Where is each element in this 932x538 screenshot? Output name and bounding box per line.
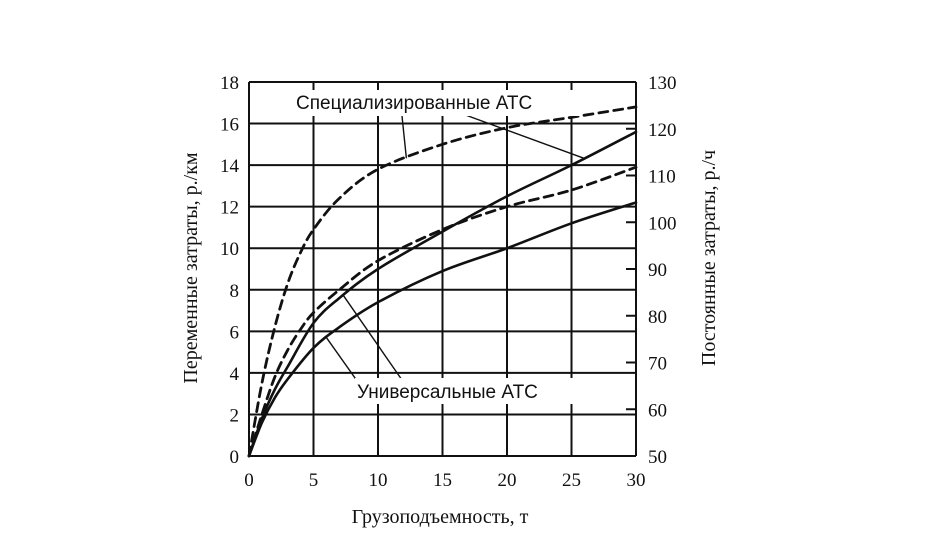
y-tick-label-left: 6 xyxy=(230,322,240,343)
y-tick-label-right: 120 xyxy=(648,120,677,141)
x-axis-title: Грузоподъемность, т xyxy=(352,506,529,528)
curves xyxy=(247,105,638,458)
y-tick-label-right: 110 xyxy=(648,167,676,188)
annotation-universal-bg xyxy=(355,378,585,404)
specialized-curve-1 xyxy=(247,105,638,458)
specialized-curve-2 xyxy=(247,165,638,458)
y-tick-label-left: 4 xyxy=(230,364,240,385)
y-axis-title-left: Переменные затраты, р./км xyxy=(180,152,202,384)
x-tick-label: 25 xyxy=(562,470,581,491)
annotation-specialized: Специализированные АТС xyxy=(296,93,532,114)
y-tick-label-right: 70 xyxy=(648,354,667,375)
y-tick-label-right: 80 xyxy=(648,307,667,328)
y-tick-label-left: 16 xyxy=(220,115,239,136)
y-tick-label-left: 10 xyxy=(220,239,239,260)
y-tick-label-right: 100 xyxy=(648,213,677,234)
x-tick-label: 30 xyxy=(627,470,646,491)
leader-line xyxy=(401,115,408,159)
x-tick-label: 20 xyxy=(498,470,517,491)
y-tick-label-right: 50 xyxy=(648,447,667,468)
x-tick-label: 5 xyxy=(309,470,319,491)
leader-lines xyxy=(325,112,585,386)
y-tick-label-right: 60 xyxy=(648,400,667,421)
universal-curve-2 xyxy=(247,201,638,458)
y-tick-label-left: 0 xyxy=(230,447,240,468)
y-tick-label-right: 130 xyxy=(648,73,677,94)
annotation-universal: Универсальные АТС xyxy=(357,382,538,403)
leader-line xyxy=(459,112,585,160)
y-tick-label-right: 90 xyxy=(648,260,667,281)
leader-line xyxy=(342,294,403,381)
y-tick-label-left: 18 xyxy=(220,73,239,94)
x-tick-label: 0 xyxy=(244,470,254,491)
annotation-specialized-bg xyxy=(294,90,582,116)
grid xyxy=(248,81,637,457)
y-tick-label-left: 8 xyxy=(230,281,240,302)
x-tick-label: 10 xyxy=(369,470,388,491)
y-tick-label-left: 12 xyxy=(220,198,239,219)
leader-line xyxy=(325,337,361,386)
universal-curve-1 xyxy=(247,130,638,458)
x-tick-label: 15 xyxy=(433,470,452,491)
y-tick-label-left: 14 xyxy=(220,156,240,177)
y-tick-label-left: 2 xyxy=(230,405,240,426)
tick-labels: 0 5 10 15 20 25 30 0 2 4 6 8 10 12 14 16 18 50 60 70 80 90 100… xyxy=(220,73,677,491)
y-axis-title-right: Постоянные затраты, р./ч xyxy=(698,150,720,366)
